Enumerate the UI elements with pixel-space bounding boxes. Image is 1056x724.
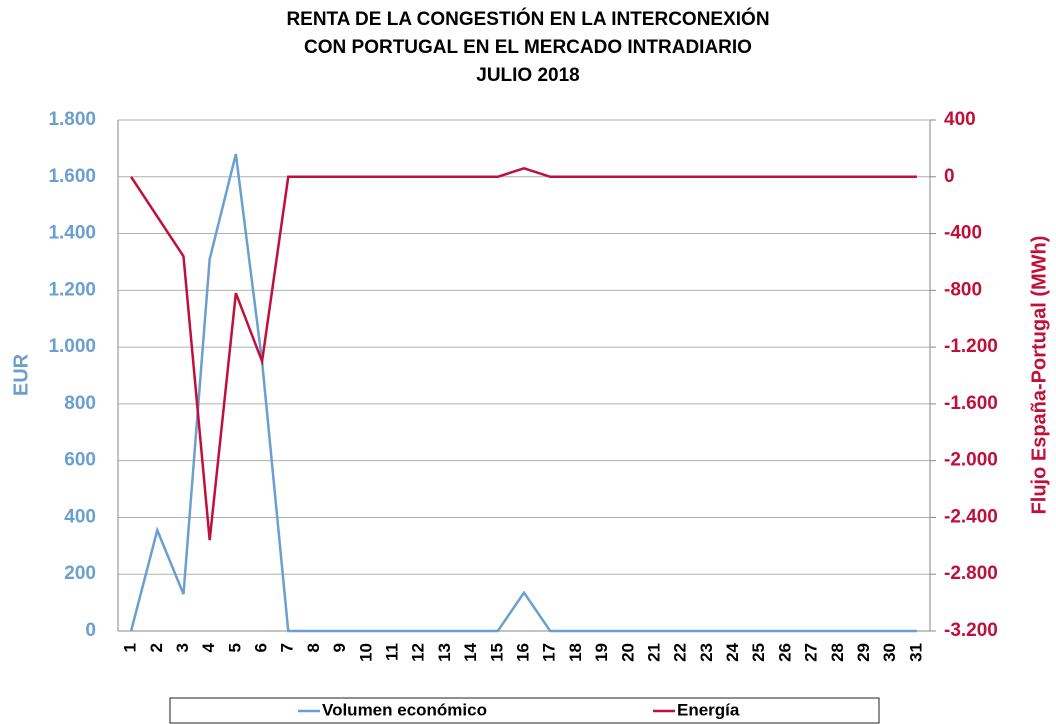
x-tick-label: 31: [906, 643, 925, 662]
x-tick-label: 20: [618, 643, 637, 662]
x-tick-label: 10: [356, 643, 375, 662]
x-tick-label: 30: [880, 643, 899, 662]
y2-tick-label: -1.200: [944, 336, 998, 357]
x-tick-label: 26: [775, 643, 794, 662]
x-tick-label: 22: [671, 643, 690, 662]
legend-label: Volumen económico: [322, 700, 487, 719]
x-tick-label: 5: [225, 643, 244, 652]
y-tick-label: 600: [64, 450, 96, 471]
y-tick-label: 1.400: [48, 223, 96, 244]
y-tick-label: 800: [64, 393, 96, 414]
x-tick-label: 27: [802, 643, 821, 662]
x-tick-label: 1: [121, 643, 140, 652]
x-tick-label: 24: [723, 642, 742, 661]
y-tick-label: 0: [85, 620, 96, 641]
y2-tick-label: -400: [944, 223, 982, 244]
y2-tick-label: 0: [944, 166, 955, 187]
y2-tick-label: -2.000: [944, 450, 998, 471]
x-tick-label: 4: [199, 642, 218, 652]
x-tick-label: 21: [644, 643, 663, 662]
y-axis-label: EUR: [10, 353, 32, 396]
y2-tick-label: -1.600: [944, 393, 998, 414]
y-tick-label: 1.200: [48, 279, 96, 300]
y2-tick-label: -3.200: [944, 620, 998, 641]
x-tick-label: 18: [566, 643, 585, 662]
chart-title: RENTA DE LA CONGESTIÓN EN LA INTERCONEXI…: [286, 8, 769, 30]
y2-axis-label: Flujo España-Portugal (MWh): [1028, 236, 1050, 515]
x-tick-label: 8: [304, 643, 323, 652]
x-tick-label: 29: [854, 643, 873, 662]
x-tick-label: 7: [278, 643, 297, 652]
x-tick-label: 14: [461, 642, 480, 661]
series-line: [129, 153, 917, 633]
y-tick-label: 1.600: [48, 166, 96, 187]
y2-tick-label: -2.800: [944, 563, 998, 584]
series-line: [130, 166, 917, 541]
x-tick-label: 23: [697, 643, 716, 662]
chart-title: CON PORTUGAL EN EL MERCADO INTRADIARIO: [304, 37, 752, 58]
x-tick-label: 13: [435, 643, 454, 662]
x-tick-label: 17: [540, 643, 559, 662]
x-tick-label: 15: [487, 643, 506, 662]
x-tick-label: 9: [330, 643, 349, 652]
legend-box: [169, 697, 880, 724]
legend-label: Energía: [677, 700, 740, 719]
x-tick-label: 12: [409, 643, 428, 662]
x-tick-label: 16: [513, 643, 532, 662]
y-tick-label: 400: [64, 506, 96, 527]
y-tick-label: 1.800: [48, 109, 96, 130]
x-tick-label: 28: [828, 643, 847, 662]
y2-tick-label: 400: [944, 109, 976, 130]
x-tick-label: 25: [749, 643, 768, 662]
y2-tick-label: -800: [944, 279, 982, 300]
y-tick-label: 1.000: [48, 336, 96, 357]
x-tick-label: 6: [252, 643, 271, 652]
x-tick-label: 11: [383, 643, 402, 661]
y-tick-label: 200: [64, 563, 96, 584]
chart-title: JULIO 2018: [476, 65, 580, 86]
y2-tick-label: -2.400: [944, 506, 998, 527]
x-tick-label: 19: [592, 643, 611, 662]
x-tick-label: 2: [147, 643, 166, 652]
x-tick-label: 3: [173, 643, 192, 652]
